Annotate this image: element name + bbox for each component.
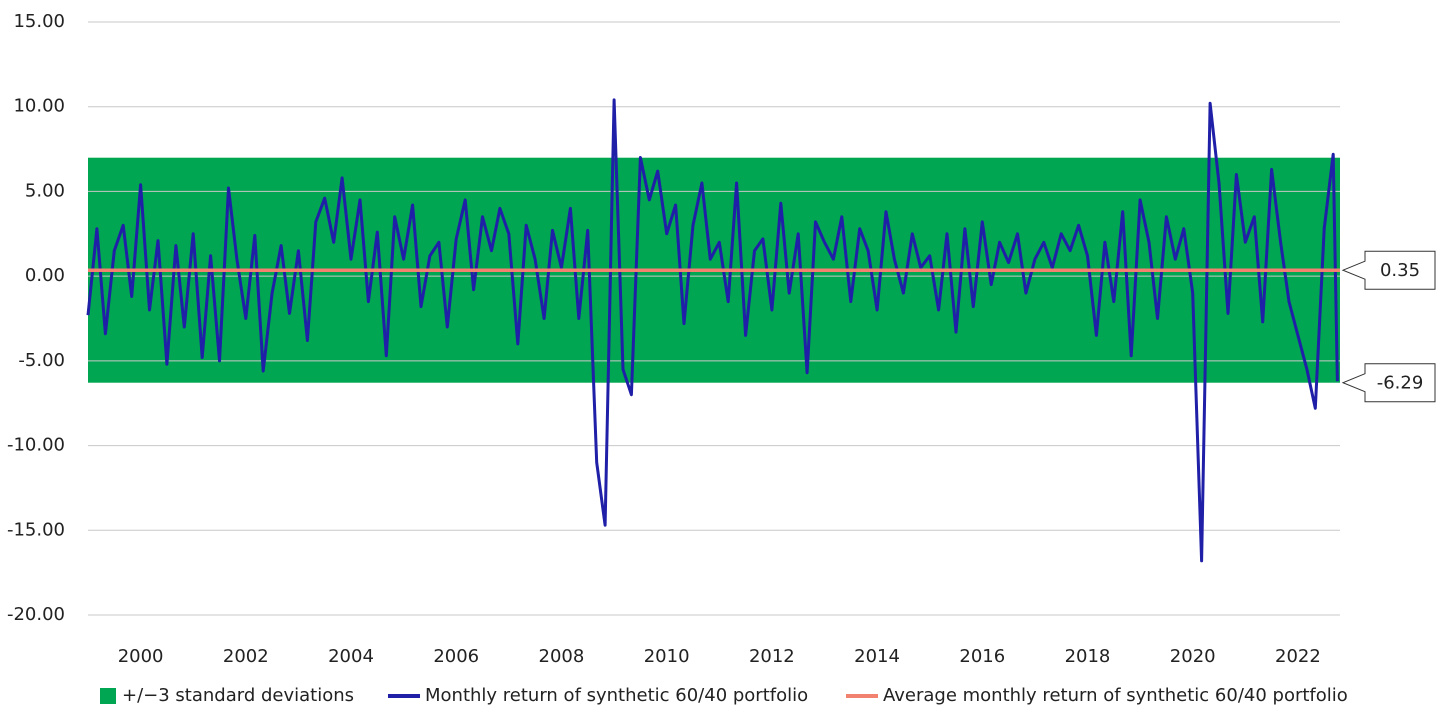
x-tick-label: 2002 xyxy=(223,646,269,667)
callout-box xyxy=(1341,250,1436,290)
legend-label: Monthly return of synthetic 60/40 portfo… xyxy=(425,685,808,706)
x-tick-label: 2014 xyxy=(854,646,900,667)
legend-label: Average monthly return of synthetic 60/4… xyxy=(883,685,1348,706)
x-tick-label: 2012 xyxy=(749,646,795,667)
x-tick-label: 2018 xyxy=(1065,646,1111,667)
x-tick-label: 2010 xyxy=(644,646,690,667)
x-tick-label: 2004 xyxy=(328,646,374,667)
y-tick-label: -5.00 xyxy=(18,350,65,371)
callout-label: -6.29 xyxy=(1377,373,1424,394)
y-tick-label: -20.00 xyxy=(7,604,65,625)
x-tick-label: 2020 xyxy=(1170,646,1216,667)
callout-box xyxy=(1341,363,1436,403)
x-tick-label: 2006 xyxy=(433,646,479,667)
x-tick-label: 2000 xyxy=(118,646,164,667)
x-tick-label: 2008 xyxy=(539,646,585,667)
y-tick-label: -15.00 xyxy=(7,519,65,540)
return-line xyxy=(86,98,1339,563)
x-tick-label: 2016 xyxy=(959,646,1005,667)
legend-label: +/−3 standard deviations xyxy=(122,685,354,706)
y-tick-label: 10.00 xyxy=(13,96,65,117)
legend-swatch xyxy=(100,688,116,704)
y-tick-label: 0.00 xyxy=(25,265,65,286)
callout-label: 0.35 xyxy=(1380,260,1420,281)
y-tick-label: 5.00 xyxy=(25,180,65,201)
y-tick-label: -10.00 xyxy=(7,435,65,456)
x-tick-label: 2022 xyxy=(1275,646,1321,667)
y-tick-label: 15.00 xyxy=(13,11,65,32)
